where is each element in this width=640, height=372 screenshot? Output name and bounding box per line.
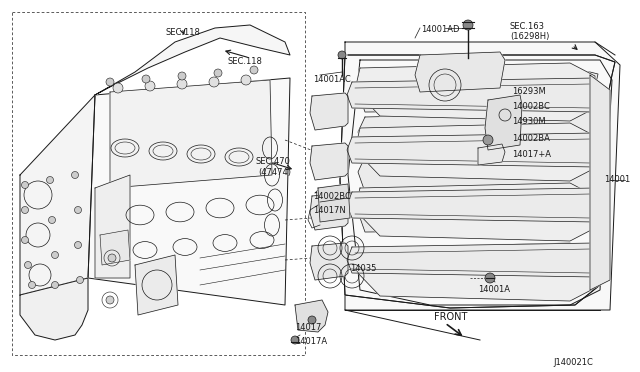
Text: 14035: 14035: [350, 264, 376, 273]
Text: J140021C: J140021C: [553, 358, 593, 367]
Text: 14017: 14017: [295, 323, 321, 332]
Circle shape: [108, 254, 116, 262]
Polygon shape: [355, 243, 595, 301]
Polygon shape: [355, 183, 595, 241]
Circle shape: [106, 296, 114, 304]
Circle shape: [209, 77, 219, 87]
Polygon shape: [310, 243, 348, 280]
Polygon shape: [110, 80, 272, 188]
Circle shape: [74, 206, 81, 214]
Polygon shape: [358, 72, 598, 112]
Circle shape: [29, 282, 35, 289]
Text: SEC.118: SEC.118: [228, 57, 263, 66]
Text: 14017N: 14017N: [313, 206, 346, 215]
Text: (16298H): (16298H): [510, 32, 549, 41]
Polygon shape: [358, 192, 598, 232]
Circle shape: [483, 135, 493, 145]
Circle shape: [77, 276, 83, 283]
Circle shape: [49, 217, 56, 224]
Circle shape: [250, 66, 258, 74]
Circle shape: [291, 336, 299, 344]
Text: (47474): (47474): [258, 168, 291, 177]
Text: 16293M: 16293M: [512, 87, 546, 96]
Circle shape: [74, 241, 81, 248]
Circle shape: [145, 81, 155, 91]
Polygon shape: [347, 133, 600, 167]
Circle shape: [22, 182, 29, 189]
Polygon shape: [310, 93, 348, 130]
Circle shape: [51, 251, 58, 259]
Circle shape: [177, 79, 187, 89]
Polygon shape: [135, 255, 178, 315]
Text: 14002BC: 14002BC: [313, 192, 351, 201]
Text: 14930M: 14930M: [512, 117, 546, 126]
Polygon shape: [347, 78, 600, 112]
Text: 14001: 14001: [604, 175, 630, 184]
Circle shape: [308, 316, 316, 324]
Text: SEC.163: SEC.163: [510, 22, 545, 31]
Polygon shape: [340, 55, 615, 308]
Text: 14001A: 14001A: [478, 285, 510, 294]
Circle shape: [142, 75, 150, 83]
Polygon shape: [478, 144, 505, 165]
Polygon shape: [485, 95, 522, 150]
Text: 14001AC: 14001AC: [313, 75, 351, 84]
Text: 14017A: 14017A: [295, 337, 327, 346]
Circle shape: [22, 206, 29, 214]
Circle shape: [47, 176, 54, 183]
Circle shape: [106, 78, 114, 86]
Polygon shape: [310, 143, 348, 180]
Polygon shape: [347, 243, 600, 277]
Circle shape: [463, 20, 473, 30]
Circle shape: [338, 51, 346, 59]
Text: 14001AD: 14001AD: [421, 25, 460, 34]
Circle shape: [214, 69, 222, 77]
Text: FRONT: FRONT: [434, 312, 467, 322]
Circle shape: [51, 282, 58, 289]
Polygon shape: [345, 42, 620, 310]
Polygon shape: [358, 152, 598, 192]
Polygon shape: [20, 278, 88, 340]
Polygon shape: [355, 123, 595, 181]
Polygon shape: [355, 63, 595, 121]
Circle shape: [113, 83, 123, 93]
Text: SEC.470: SEC.470: [255, 157, 290, 166]
Polygon shape: [347, 188, 600, 222]
Circle shape: [241, 75, 251, 85]
Polygon shape: [318, 184, 350, 222]
Polygon shape: [100, 230, 130, 265]
Polygon shape: [95, 25, 290, 95]
Polygon shape: [88, 78, 290, 305]
Text: 14017+A: 14017+A: [512, 150, 551, 159]
Text: SEC.118: SEC.118: [165, 28, 200, 37]
Polygon shape: [295, 300, 328, 332]
Circle shape: [178, 72, 186, 80]
Circle shape: [72, 171, 79, 179]
Text: 14002BC: 14002BC: [512, 102, 550, 111]
Polygon shape: [590, 75, 610, 290]
Text: 14002BA: 14002BA: [512, 134, 550, 143]
Polygon shape: [415, 52, 505, 92]
Polygon shape: [310, 193, 348, 230]
Polygon shape: [348, 60, 612, 305]
Circle shape: [485, 273, 495, 283]
Circle shape: [22, 237, 29, 244]
Polygon shape: [95, 175, 130, 278]
Circle shape: [24, 262, 31, 269]
Polygon shape: [20, 95, 95, 295]
Polygon shape: [358, 112, 598, 152]
